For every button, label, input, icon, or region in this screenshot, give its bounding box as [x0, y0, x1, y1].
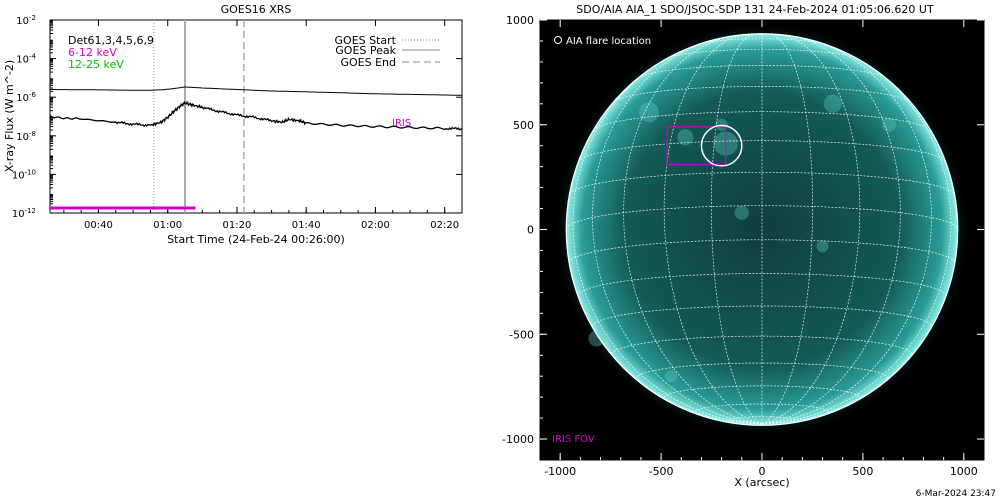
aia-x-tick-label: -1000 [544, 465, 576, 478]
aia-y-tick-label: -1000 [502, 433, 534, 446]
grid-longitude-line [592, 38, 763, 425]
grid-longitude-line [761, 35, 901, 425]
grid-latitude-line [578, 140, 946, 163]
solar-limb [565, 33, 959, 426]
aia-x-tick-label: -500 [649, 465, 674, 478]
active-region-blob [823, 94, 842, 113]
grid-longitude-line [761, 33, 814, 425]
heliographic-grid [565, 33, 959, 425]
aia-image-title: SDO/AIA AIA_1 SDO/JSOC-SDP 131 24-Feb-20… [576, 3, 934, 16]
aia-image-content [554, 22, 970, 438]
grid-latitude-line [637, 64, 887, 79]
goes-series-group [50, 86, 462, 210]
aia-image-panel: SDO/AIA AIA_1 SDO/JSOC-SDP 131 24-Feb-20… [502, 3, 996, 499]
grid-longitude-line [761, 34, 861, 425]
goes-y-tick-label: 10-4 [16, 53, 36, 66]
active-region-blob [638, 102, 660, 123]
goes-y-tick-label: 10-6 [16, 91, 36, 104]
active-region-blob [665, 370, 678, 383]
goes-chart-title: GOES16 XRS [221, 3, 292, 16]
aia-x-tick-label: 1000 [950, 465, 978, 478]
goes-x-tick-label: 02:00 [361, 220, 390, 231]
goes-y-tick-label: 10-12 [12, 207, 36, 220]
grid-latitude-line [699, 38, 825, 45]
goes-x-tick-label: 02:20 [430, 220, 459, 231]
grid-longitude-line [761, 38, 932, 425]
goes-axes: 00:40 01:00 01:20 01:40 02:00 02:20 10-12 10-10… [12, 14, 463, 231]
grid-latitude-line [569, 171, 955, 195]
grid-longitude-line [572, 53, 763, 425]
legend-detectors: Det61,3,4,5,6,9 [68, 34, 154, 47]
legend-goes-peak: GOES Peak [335, 44, 396, 57]
goes-y-tick-label: 10-10 [12, 168, 36, 181]
goes-series-line-1 [50, 86, 462, 96]
iris-fov-box [666, 126, 727, 166]
active-region-blob [816, 240, 829, 253]
grid-longitude-line [710, 33, 763, 425]
goes-time-markers [153, 20, 245, 213]
flare-location-circle [700, 124, 743, 167]
goes-lightcurve-panel: GOES16 XRS 00:40 01:00 01:20 01:40 02:00 02:2… [3, 3, 463, 246]
goes-y-tick-label: 10-8 [16, 130, 36, 143]
goes-y-axis-label: X-ray Flux (W m^-2) [3, 60, 16, 172]
goes-y-tick-label: 10-2 [16, 14, 36, 27]
goes-x-tick-label: 01:00 [153, 220, 182, 231]
aia-x-axis-label: X (arcsec) [734, 476, 789, 489]
active-region-blob [734, 205, 749, 220]
flare-legend-icon [554, 36, 562, 44]
grid-longitude-line [761, 53, 952, 425]
aia-y-tick-label: 0 [527, 224, 534, 237]
grid-latitude-line [611, 335, 913, 355]
legend-goes-end: GOES End [340, 56, 396, 69]
flare-legend-label: AIA flare location [566, 36, 651, 47]
goes-x-tick-label: 00:40 [84, 220, 113, 231]
goes-series-line-2 [50, 100, 462, 131]
grid-latitude-line [593, 111, 931, 131]
aia-y-tick-label: 1000 [506, 14, 534, 27]
legend-goes-start: GOES Start [335, 34, 397, 47]
active-region-blob [715, 118, 728, 131]
active-region-blob [882, 117, 897, 132]
legend-6-12-kev: 6-12 keV [68, 46, 117, 59]
aia-y-tick-label: 500 [513, 119, 534, 132]
aia-x-tick-label: 0 [759, 465, 766, 478]
grid-longitude-line [623, 35, 763, 425]
grid-longitude-line [663, 34, 763, 425]
active-region-blob [677, 129, 694, 146]
active-region-blob [588, 330, 605, 347]
iris-label: IRIS [392, 118, 411, 129]
goes-x-tick-label: 01:40 [292, 220, 321, 231]
timestamp: 6-Mar-2024 23:47 [916, 489, 996, 499]
aia-axes: -1000 -500 0 500 1000 -1000 -500 0 500 1000 [502, 14, 984, 478]
iris-fov-label: IRIS FOV [552, 434, 595, 445]
aia-x-tick-label: 500 [852, 465, 873, 478]
legend-12-25-kev: 12-25 keV [68, 58, 124, 71]
goes-x-tick-label: 01:20 [223, 220, 252, 231]
aia-y-tick-label: -500 [509, 328, 534, 341]
goes-x-axis-label: Start Time (24-Feb-24 00:26:00) [167, 233, 345, 246]
